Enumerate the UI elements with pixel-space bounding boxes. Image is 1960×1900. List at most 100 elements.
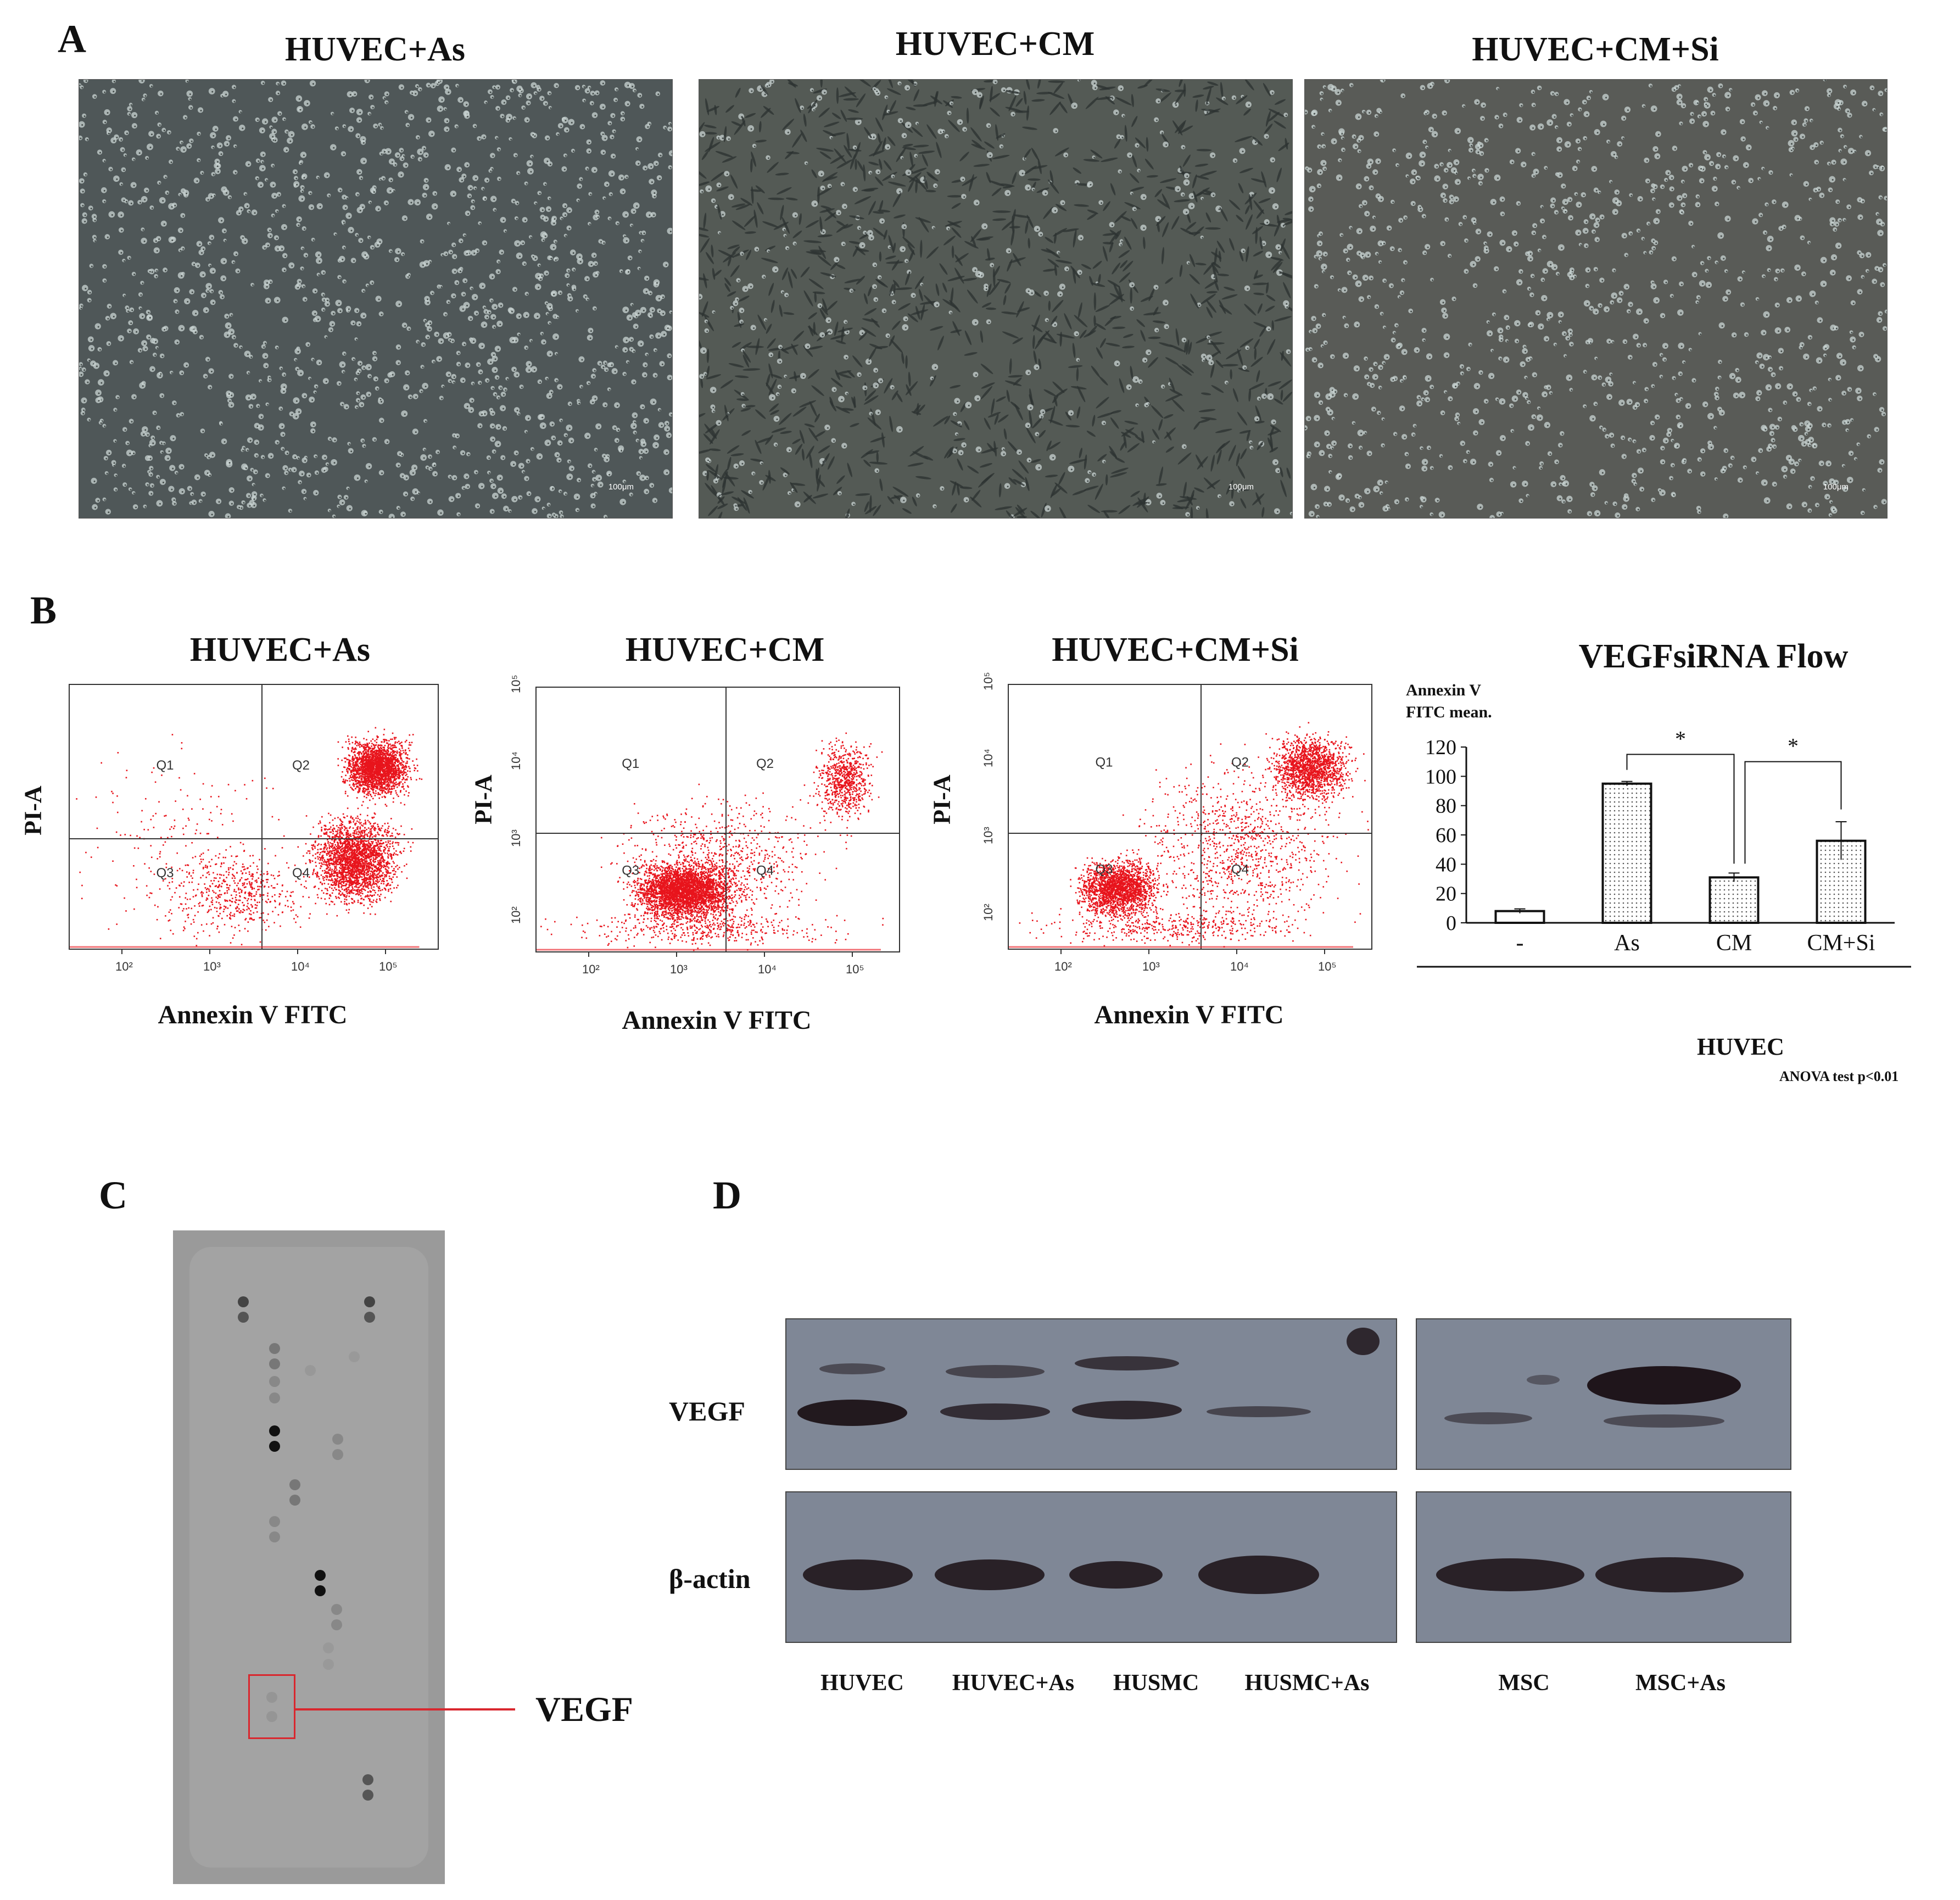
micrograph-title-1: HUVEC+As [79, 30, 672, 69]
blot-band [1198, 1556, 1319, 1594]
y-tick-label: 120 [1425, 736, 1456, 759]
array-spot [238, 1312, 249, 1323]
array-spot [269, 1376, 280, 1387]
bar-cm [1708, 876, 1760, 924]
cell-texture [79, 80, 672, 518]
array-spot [269, 1516, 280, 1527]
antibody-array-membrane [173, 1230, 445, 1884]
flow-title-1: HUVEC+As [71, 631, 489, 670]
array-spot [332, 1434, 343, 1445]
lane-label-2: HUVEC+As [934, 1670, 1093, 1696]
chart-footnote: ANOVA test p<0.01 [1779, 1068, 1898, 1085]
array-spot [315, 1585, 326, 1596]
flow-xlabel-3: Annexin V FITC [1008, 1000, 1370, 1030]
quadrant-label-q1: Q1 [1096, 755, 1113, 770]
quadrant-label-q4: Q4 [292, 866, 310, 881]
y-tick-label: 10² [509, 906, 523, 924]
blot-band [1444, 1412, 1532, 1424]
quadrant-label-q4: Q4 [756, 863, 774, 878]
significance-star: * [1675, 726, 1686, 751]
flow-plot-huvec-cm: Q1 Q2 Q3 Q4 10² 10³ 10⁴ 10⁵ 10² 10³ 10⁴ 10⁵ [509, 675, 900, 976]
chart-ylabel-line2: FITC mean. [1406, 703, 1492, 722]
blot-band [1527, 1375, 1560, 1385]
vegf-blot-left [785, 1318, 1397, 1470]
panel-letter-c: C [99, 1173, 127, 1218]
y-tick-label: 10⁴ [981, 749, 995, 767]
array-vegf-label: VEGF [535, 1689, 633, 1730]
bar-chart: 0 20 40 60 80 100 120 - As CM CM+Si * * [1406, 725, 1944, 1077]
y-tick-label: 80 [1436, 795, 1456, 818]
flow-xlabel-2: Annexin V FITC [535, 1005, 898, 1035]
scale-bar-label: 100μm [608, 482, 634, 492]
y-tick-label: 40 [1436, 853, 1456, 876]
array-spot [269, 1531, 280, 1542]
y-tick-label: 10⁴ [509, 751, 523, 770]
quadrant-label-q2: Q2 [1231, 755, 1249, 770]
flow-title-2: HUVEC+CM [516, 631, 934, 670]
blot-band [1436, 1558, 1584, 1591]
quadrant-label-q3: Q3 [157, 866, 174, 881]
array-spot [323, 1659, 334, 1670]
blot-label-vegf: VEGF [669, 1395, 745, 1427]
array-spot [269, 1358, 280, 1369]
x-tick-label: 10² [1054, 960, 1072, 973]
flow-title-3: HUVEC+CM+Si [967, 631, 1384, 670]
panel-letter-d: D [713, 1173, 741, 1218]
array-spot [269, 1425, 280, 1436]
category-label: CM [1716, 931, 1752, 956]
x-tick-label: 10⁴ [1230, 960, 1249, 973]
array-spot [269, 1343, 280, 1354]
x-tick-label: 10⁵ [1318, 960, 1337, 973]
blot-band [797, 1400, 907, 1426]
blot-band [1207, 1406, 1311, 1417]
y-tick-label: 100 [1425, 765, 1456, 788]
chart-ylabel-line1: Annexin V [1406, 681, 1481, 700]
array-spot [323, 1642, 334, 1653]
scale-bar-label: 100μm [1229, 482, 1254, 492]
y-tick-label: 10³ [509, 829, 523, 847]
flow-ylabel-2: PI-A [470, 761, 498, 838]
array-spot [238, 1296, 249, 1307]
x-tick-label: 10³ [203, 960, 221, 973]
lane-label-1: HUVEC [791, 1670, 934, 1696]
chart-group-label: HUVEC [1697, 1033, 1784, 1061]
x-tick-label: 10⁴ [291, 960, 310, 973]
quadrant-label-q1: Q1 [622, 756, 639, 771]
lane-label-5: MSC [1450, 1670, 1598, 1696]
flow-plot-huvec-as: Q1 Q2 Q3 Q4 10² 10³ 10⁴ 10⁵ [69, 684, 439, 973]
array-spot [305, 1365, 316, 1376]
micrograph-huvec-cm: 100μm [699, 79, 1293, 519]
micrograph-title-2: HUVEC+CM [699, 25, 1292, 64]
flow-dots [540, 732, 884, 951]
panel-letter-a: A [58, 16, 86, 62]
blot-label-actin: β-actin [669, 1563, 751, 1595]
y-tick-label: 20 [1436, 883, 1456, 906]
blot-band [1072, 1401, 1182, 1419]
lane-label-3: HUSMC [1093, 1670, 1219, 1696]
quadrant-label-q3: Q3 [622, 863, 639, 878]
flow-plot-huvec-cm-si: Q1 Q2 Q3 Q4 10² 10³ 10⁴ 10⁵ 10² 10³ 10⁴ 10⁵ [981, 672, 1372, 973]
array-spot [331, 1619, 342, 1630]
x-tick-label: 10³ [1142, 960, 1160, 973]
panel-letter-b: B [30, 588, 57, 633]
flow-ylabel-1: PI-A [19, 772, 47, 849]
array-spot [364, 1312, 375, 1323]
quadrant-label-q4: Q4 [1231, 862, 1249, 877]
blot-band [1075, 1356, 1179, 1370]
quadrant-label-q2: Q2 [292, 758, 310, 773]
flow-dots [1019, 722, 1369, 948]
array-spot [266, 1692, 277, 1703]
x-tick-label: 10⁵ [846, 962, 864, 976]
array-spot [331, 1604, 342, 1615]
actin-blot-left [785, 1491, 1397, 1643]
flow-dots [76, 727, 423, 946]
y-tick-label: 10⁵ [981, 672, 995, 690]
category-label: - [1516, 931, 1524, 956]
quadrant-label-q3: Q3 [1096, 862, 1113, 877]
scale-bar-label: 100μm [1823, 482, 1849, 492]
lane-label-4: HUSMC+As [1219, 1670, 1395, 1696]
lane-label-6: MSC+As [1598, 1670, 1763, 1696]
array-spot [332, 1449, 343, 1460]
x-tick-label: 10² [582, 962, 600, 976]
x-tick-label: 10² [115, 960, 133, 973]
